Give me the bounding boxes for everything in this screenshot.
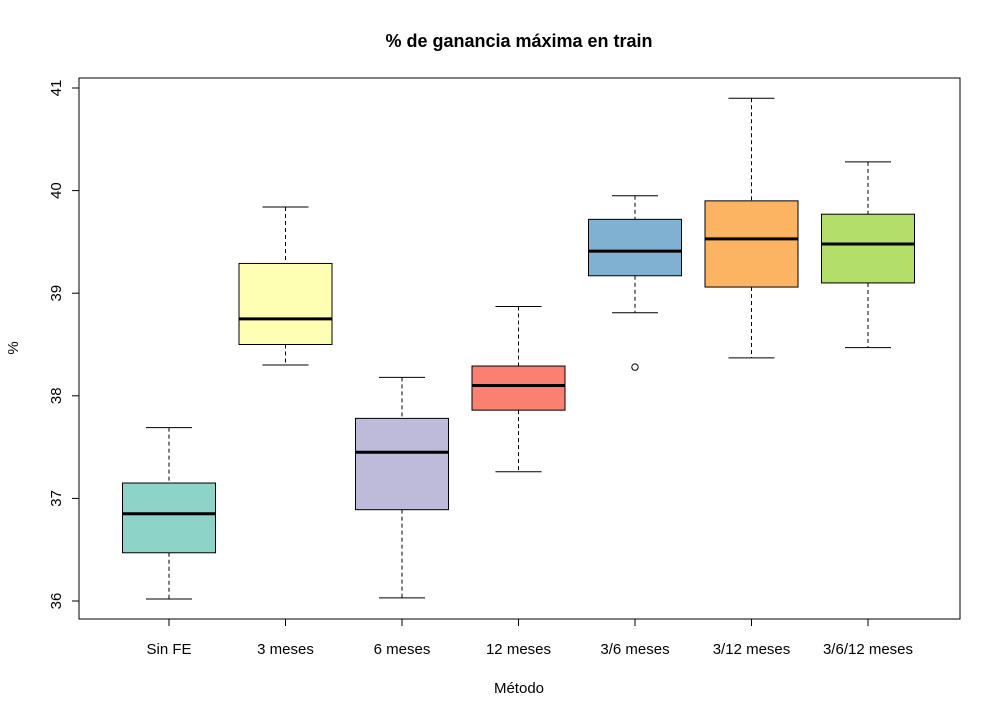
y-tick-label: 41 <box>48 80 65 97</box>
y-tick-label: 36 <box>48 593 65 610</box>
y-tick-label: 38 <box>48 387 65 404</box>
y-tick-label: 40 <box>48 182 65 199</box>
x-tick-label: 3 meses <box>257 641 314 658</box>
outlier-point <box>631 363 639 371</box>
box-iqr <box>704 200 799 288</box>
y-tick-label: 37 <box>48 490 65 507</box>
boxes-group <box>122 97 915 600</box>
x-axis-label: Método <box>494 680 544 697</box>
x-tick-label: 3/12 meses <box>713 641 791 658</box>
x-tick-label: Sin FE <box>146 641 191 658</box>
box-2 <box>238 206 333 366</box>
chart-title: % de ganancia máxima en train <box>385 31 652 51</box>
box-7 <box>821 161 915 349</box>
y-tick-label: 39 <box>48 285 65 302</box>
x-tick-label: 12 meses <box>486 641 551 658</box>
box-iqr <box>238 262 333 346</box>
y-axis: 36 37 38 39 40 41 <box>48 80 79 610</box>
box-iqr <box>588 218 682 277</box>
x-axis: Sin FE 3 meses 6 meses 12 meses 3/6 meses 3/1… <box>146 619 913 658</box>
box-iqr <box>122 482 216 554</box>
box-iqr <box>471 365 566 411</box>
x-tick-label: 6 meses <box>374 641 431 658</box>
box-iqr <box>821 213 915 284</box>
box-iqr <box>355 417 449 511</box>
x-tick-label: 3/6 meses <box>600 641 669 658</box>
box-4 <box>471 306 566 473</box>
plot-frame <box>78 77 961 620</box>
x-tick-label: 3/6/12 meses <box>823 641 913 658</box>
box-1 <box>122 427 216 600</box>
box-3 <box>355 376 449 599</box>
y-axis-label: % <box>5 341 22 354</box>
box-6 <box>704 97 799 359</box>
box-5 <box>588 195 682 371</box>
